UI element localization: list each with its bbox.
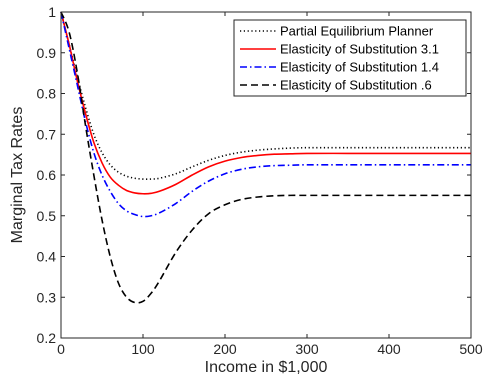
series-line-3: [60, 11, 471, 218]
x-tick-label: 100: [131, 341, 155, 357]
y-axis-title: Marginal Tax Rates: [9, 107, 26, 244]
legend-label-3: Elasticity of Substitution 1.4: [280, 60, 439, 75]
x-tick-label: 200: [213, 341, 237, 357]
y-tick-label: 0.6: [37, 167, 57, 183]
x-tick-label: 500: [459, 341, 483, 357]
series-line-4: [60, 11, 471, 304]
x-tick-label: 0: [57, 341, 65, 357]
legend-label-2: Elasticity of Substitution 3.1: [280, 42, 439, 57]
series-line-2: [60, 11, 471, 195]
x-tick-label: 400: [377, 341, 401, 357]
y-tick-label: 0.5: [37, 208, 57, 224]
y-tick-label: 0.2: [37, 330, 57, 346]
y-tick-label: 1: [48, 4, 56, 20]
ticks-layer: 0 100 200 300 400 500 0.2 0.3 0.4 0.5 0.6 0.7 0.8 0.9…: [37, 4, 483, 357]
y-tick-label: 0.7: [37, 126, 57, 142]
legend-box: [233, 19, 467, 97]
y-tick-label: 0.4: [37, 249, 57, 265]
series-layer: [60, 11, 471, 304]
x-tick-label: 300: [295, 341, 319, 357]
legend-label-4: Elasticity of Substitution .6: [280, 78, 432, 93]
y-tick-label: 0.8: [37, 86, 57, 102]
y-tick-label: 0.3: [37, 289, 57, 305]
legend: Partial Equilibrium Planner Elasticity of…: [233, 19, 467, 97]
x-axis-title: Income in $1,000: [205, 359, 328, 376]
series-line-1: [60, 11, 471, 180]
y-tick-label: 0.9: [37, 45, 57, 61]
legend-label-1: Partial Equilibrium Planner: [280, 24, 434, 39]
